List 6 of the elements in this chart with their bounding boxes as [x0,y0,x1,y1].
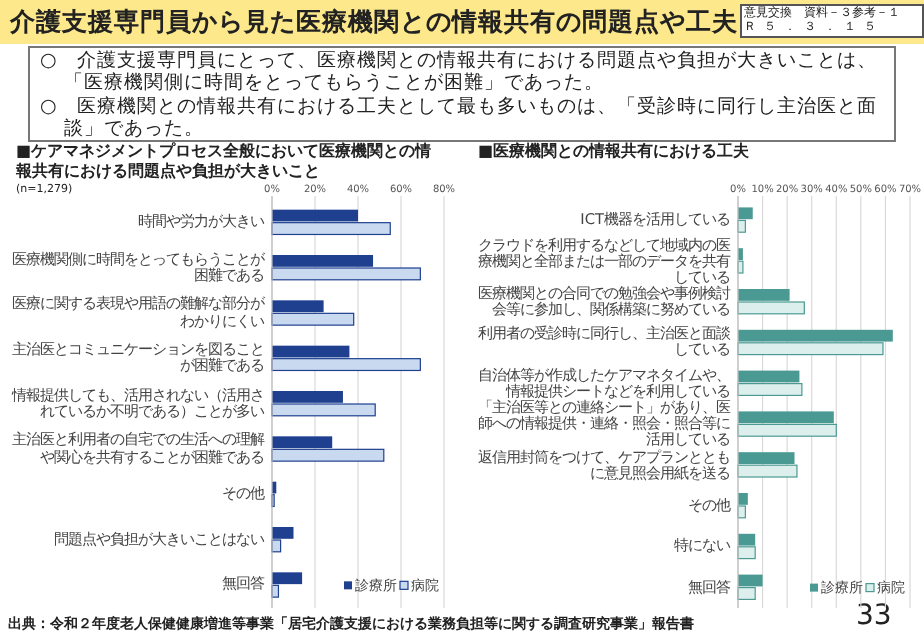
chart-title: ■医療機関との情報共有における工夫 [478,142,752,162]
annotation: 33 [856,600,892,632]
chart-title: ■ケアマネジメントプロセス全般において医療機関との情報共有における問題点や負担が大きいこと [16,142,434,182]
text: ○ 医療機関との情報共有における工夫として最も多いものは、「受診時に同行し主治医と面談」であった。 [40,96,879,140]
text: ○ 介護支援専門員にとって、医療機関との情報共有における問題点や負担が大きいことは、「医療機関側に時間をとってもらうことが困難」であった。 [40,50,879,94]
text: 介護支援専門員から見た医療機関との情報共有の問題点や工夫 [8,6,740,38]
